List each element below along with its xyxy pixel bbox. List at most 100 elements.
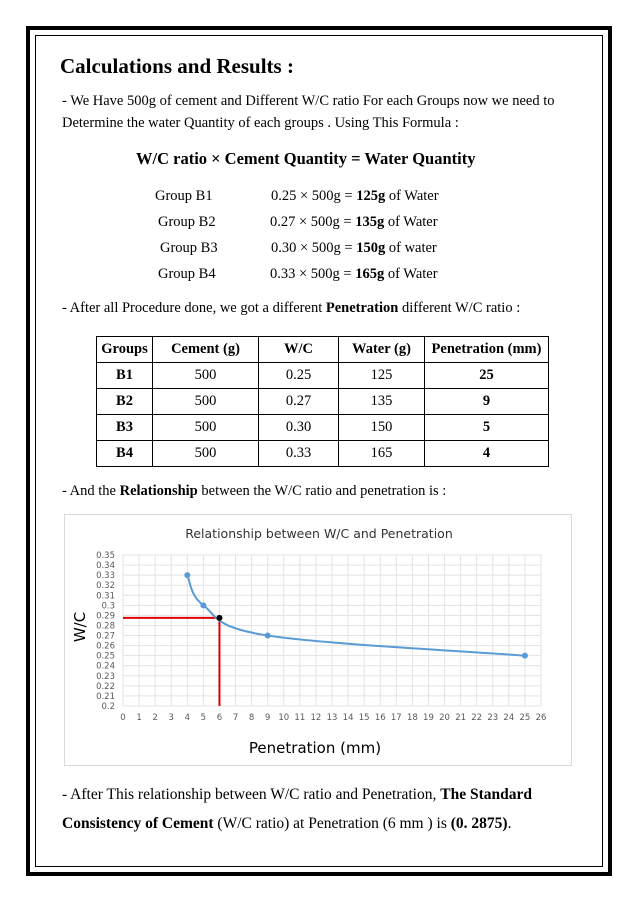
- x-tick-label: 7: [233, 713, 238, 723]
- intro-line-1: - We Have 500g of cement and Different W…: [62, 93, 555, 109]
- cell-wc: 0.25: [258, 362, 339, 389]
- calc-result: 150g: [356, 240, 386, 256]
- y-tick-label: 0.35: [96, 551, 115, 561]
- data-point: [184, 572, 191, 579]
- y-axis-label: W/C: [71, 612, 89, 642]
- page-border-outer: [26, 26, 612, 876]
- x-tick-label: 17: [391, 713, 402, 723]
- calc-result: 135g: [355, 214, 385, 230]
- header-wc: W/C: [258, 336, 339, 363]
- table-row: B1 500 0.25 125 25: [96, 362, 549, 389]
- cell-cement: 500: [152, 362, 259, 389]
- x-tick-label: 11: [294, 713, 305, 723]
- intro-line-2: Determine the water Quantity of each gro…: [62, 115, 459, 131]
- marked-point: [216, 614, 223, 621]
- cell-group: B2: [96, 388, 153, 415]
- cell-wc: 0.30: [258, 414, 339, 441]
- wc-penetration-chart: Relationship between W/C and Penetration…: [71, 526, 546, 757]
- group-calculation: 0.30 × 500g = 150g of water: [271, 240, 437, 257]
- chart-title: Relationship between W/C and Penetration: [185, 526, 453, 541]
- calc-suffix: of Water: [384, 266, 438, 282]
- table-row: B2 500 0.27 135 9: [96, 388, 549, 415]
- x-tick-label: 14: [343, 713, 354, 723]
- data-point: [200, 602, 207, 609]
- cell-wc: 0.27: [258, 388, 339, 415]
- procedure-bold: Penetration: [325, 300, 399, 316]
- y-tick-label: 0.23: [96, 672, 115, 682]
- conclusion-bold-term: The Standard Consistency of Cement: [62, 786, 532, 832]
- y-tick-label: 0.29: [96, 611, 115, 621]
- y-tick-label: 0.34: [96, 561, 115, 571]
- x-tick-label: 26: [536, 713, 547, 723]
- chart-series: [184, 572, 528, 659]
- x-tick-label: 9: [265, 713, 270, 723]
- cell-group: B3: [96, 414, 153, 441]
- x-tick-label: 15: [359, 713, 370, 723]
- x-tick-label: 5: [201, 713, 206, 723]
- page-border-inner: [35, 35, 603, 867]
- x-tick-label: 1: [136, 713, 141, 723]
- cell-group: B4: [96, 440, 153, 467]
- x-tick-label: 6: [217, 713, 222, 723]
- x-tick-label: 21: [455, 713, 466, 723]
- header-water: Water (g): [338, 336, 425, 363]
- calc-suffix: of Water: [384, 214, 438, 230]
- cell-cement: 500: [152, 440, 259, 467]
- x-tick-label: 4: [185, 713, 190, 723]
- x-tick-label: 24: [503, 713, 514, 723]
- header-groups: Groups: [96, 336, 153, 363]
- calc-expression: 0.25 × 500g =: [271, 188, 357, 204]
- y-tick-label: 0.2: [101, 702, 115, 712]
- x-tick-label: 3: [169, 713, 174, 723]
- x-tick-label: 12: [311, 713, 322, 723]
- procedure-prefix: - After all Procedure done, we got a dif…: [62, 300, 326, 316]
- conclusion-paragraph: - After This relationship between W/C ra…: [62, 780, 592, 838]
- data-point: [264, 632, 271, 639]
- calc-result: 165g: [355, 266, 385, 282]
- calc-suffix: of Water: [385, 188, 439, 204]
- section-heading: Calculations and Results :: [60, 54, 294, 78]
- y-tick-label: 0.31: [96, 591, 115, 601]
- group-calculation: 0.25 × 500g = 125g of Water: [271, 188, 439, 205]
- cell-penetration: 4: [424, 440, 549, 467]
- header-cement: Cement (g): [152, 336, 259, 363]
- calc-suffix: of water: [385, 240, 437, 256]
- y-tick-label: 0.27: [96, 632, 115, 642]
- x-tick-label: 2: [152, 713, 157, 723]
- table-header-row: Groups Cement (g) W/C Water (g) Penetrat…: [96, 336, 549, 363]
- x-tick-label: 8: [249, 713, 254, 723]
- cell-penetration: 25: [424, 362, 549, 389]
- x-tick-label: 25: [520, 713, 531, 723]
- x-tick-label: 19: [423, 713, 434, 723]
- x-tick-label: 10: [278, 713, 289, 723]
- group-name: Group B2: [158, 214, 216, 230]
- relationship-sentence: - And the Relationship between the W/C r…: [62, 483, 446, 500]
- cell-group: B1: [96, 362, 153, 389]
- group-calculation: 0.33 × 500g = 165g of Water: [270, 266, 438, 283]
- conclusion-value: (0. 2875): [450, 815, 508, 832]
- y-tick-label: 0.25: [96, 652, 115, 662]
- cell-water: 150: [338, 414, 425, 441]
- table-row: B3 500 0.30 150 5: [96, 414, 549, 441]
- group-name: Group B3: [160, 240, 218, 256]
- relationship-bold: Relationship: [119, 483, 198, 499]
- intro-paragraph: - We Have 500g of cement and Different W…: [62, 90, 582, 134]
- x-tick-label: 18: [407, 713, 418, 723]
- calc-result: 125g: [356, 188, 386, 204]
- cell-wc: 0.33: [258, 440, 339, 467]
- x-tick-label: 13: [327, 713, 338, 723]
- table-row: B4 500 0.33 165 4: [96, 440, 549, 467]
- cell-penetration: 5: [424, 414, 549, 441]
- calc-expression: 0.33 × 500g =: [270, 266, 356, 282]
- chart-ticks: 0 1 2 3 4 5 6 7 8 9 10 11 12 13 14 15 16 17 18 19 20 21 22 23 24…: [96, 551, 546, 723]
- relationship-prefix: - And the: [62, 483, 120, 499]
- y-tick-label: 0.26: [96, 642, 115, 652]
- y-tick-label: 0.21: [96, 692, 115, 702]
- group-name: Group B4: [158, 266, 216, 282]
- y-tick-label: 0.24: [96, 662, 115, 672]
- conclusion-prefix: - After This relationship between W/C ra…: [62, 786, 441, 803]
- header-penetration: Penetration (mm): [424, 336, 549, 363]
- y-tick-label: 0.3: [101, 601, 115, 611]
- conclusion-middle: (W/C ratio) at Penetration (6 mm ) is: [213, 815, 451, 832]
- procedure-suffix: different W/C ratio :: [398, 300, 521, 316]
